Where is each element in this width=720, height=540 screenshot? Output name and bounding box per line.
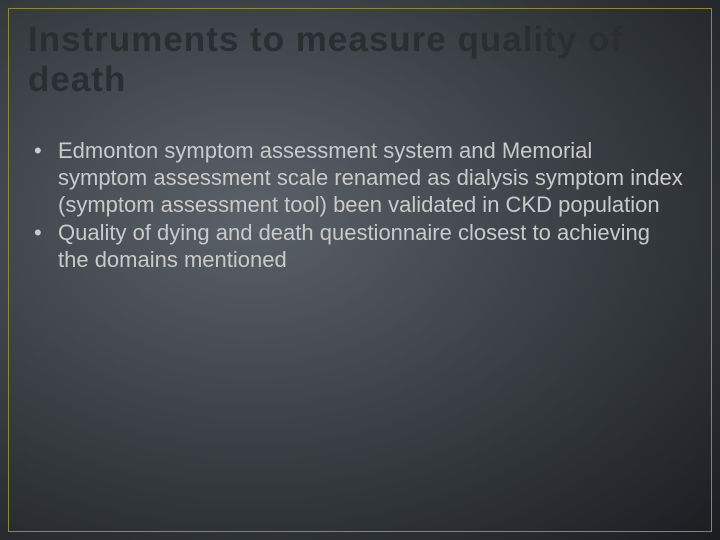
slide-title: Instruments to measure quality of death (28, 20, 692, 101)
list-item: Edmonton symptom assessment system and M… (30, 138, 684, 218)
slide: Instruments to measure quality of death … (0, 0, 720, 540)
bullet-list: Edmonton symptom assessment system and M… (30, 138, 684, 276)
list-item: Quality of dying and death questionnaire… (30, 220, 684, 274)
